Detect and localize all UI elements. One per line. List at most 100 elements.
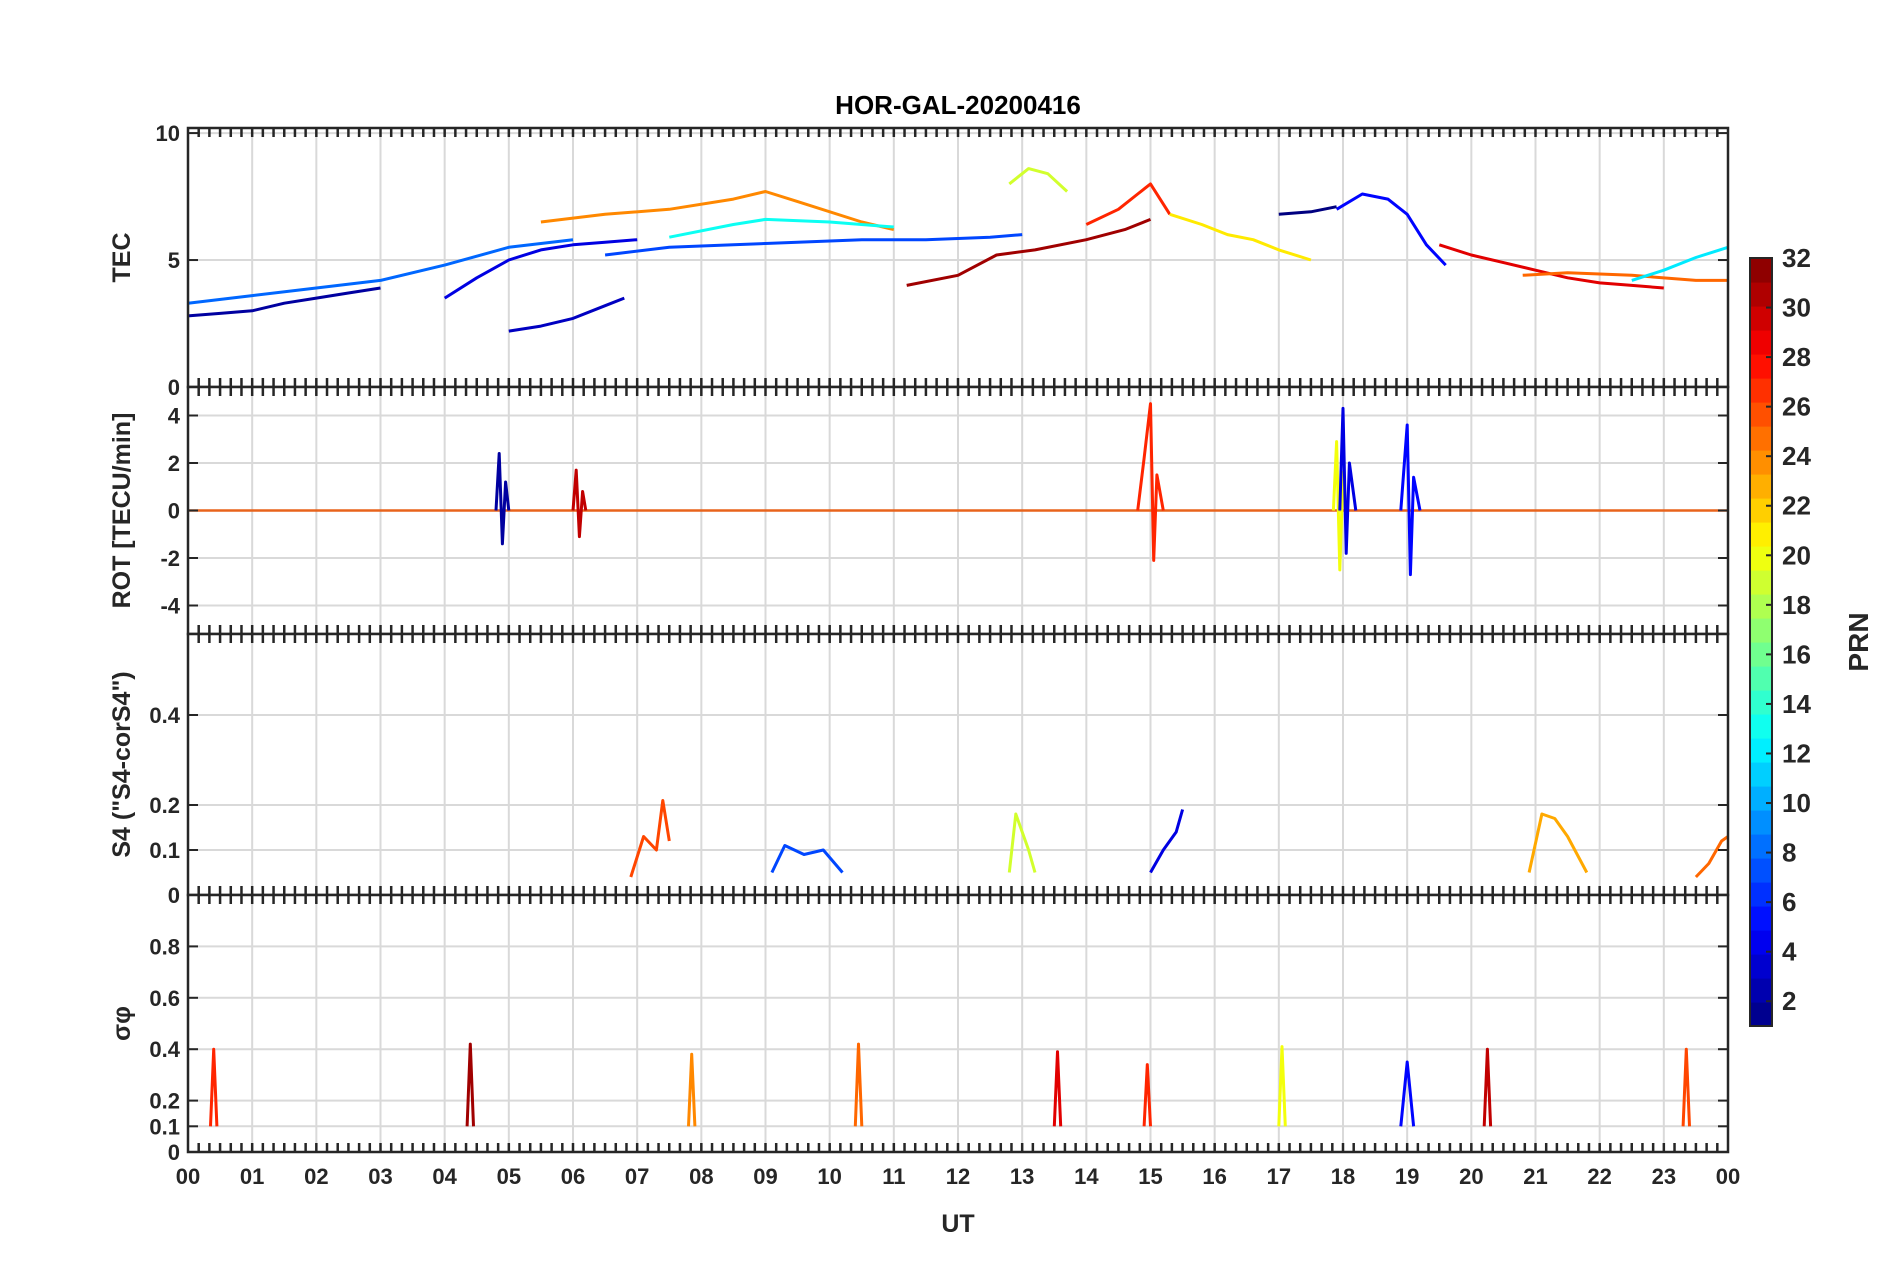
colorbar-segment xyxy=(1750,594,1772,619)
y-axis-label-sigphi: σφ xyxy=(108,1006,136,1041)
series-line-prn-25 xyxy=(853,1042,864,1127)
series-line-prn-25 xyxy=(1522,271,1728,282)
series-line-prn-23 xyxy=(1527,812,1589,874)
x-tick-label: 17 xyxy=(1267,1164,1291,1189)
y-tick-label: 4 xyxy=(168,404,181,429)
colorbar-segment xyxy=(1750,450,1772,475)
y-tick-label: 2 xyxy=(168,451,180,476)
series-line-prn-31 xyxy=(465,1042,475,1127)
x-tick-label: 02 xyxy=(304,1164,328,1189)
colorbar-segment xyxy=(1750,1002,1772,1027)
colorbar-segment xyxy=(1750,570,1772,595)
y-tick-label: -2 xyxy=(160,546,180,571)
x-tick-label: 09 xyxy=(753,1164,777,1189)
series-line-prn-27 xyxy=(1136,402,1165,562)
panel-s4: 0 0.1 0.2 0.4 S4 ("S4-corS4") xyxy=(108,632,1730,908)
series-line-prn-27 xyxy=(1085,182,1172,226)
series-line-prn-26 xyxy=(629,799,671,878)
x-tick-label: 12 xyxy=(946,1164,970,1189)
series-line-prn-30 xyxy=(1482,1047,1493,1127)
panel-rot: -4 -2 0 2 4 ROT [TECU/min] xyxy=(108,385,1730,636)
x-tick-label: 11 xyxy=(882,1164,905,1189)
colorbar-segment xyxy=(1750,810,1772,835)
colorbar-label: PRN xyxy=(1843,612,1874,671)
colorbar-tick-label: 8 xyxy=(1782,838,1796,868)
x-tick-label: 23 xyxy=(1652,1164,1676,1189)
y-tick-label: 0.2 xyxy=(149,1089,180,1114)
colorbar-tick-label: 24 xyxy=(1782,441,1811,471)
y-tick-label: 10 xyxy=(156,121,180,146)
colorbar-segment xyxy=(1750,282,1772,307)
x-tick-label: 05 xyxy=(497,1164,521,1189)
y-axis-label-rot: ROT [TECU/min] xyxy=(108,413,136,609)
x-tick-label: 00 xyxy=(176,1164,200,1189)
colorbar-tick-label: 14 xyxy=(1782,689,1811,719)
colorbar-tick-label: 6 xyxy=(1782,887,1796,917)
y-tick-label: 0.1 xyxy=(149,1114,180,1139)
colorbar-segment xyxy=(1750,690,1772,715)
y-tick-label: -4 xyxy=(160,594,180,619)
series-line-prn-30 xyxy=(571,468,588,539)
x-tick-label: 21 xyxy=(1523,1164,1547,1189)
colorbar-segment xyxy=(1750,930,1772,955)
colorbar-segment xyxy=(1750,714,1772,739)
colorbar-tick-label: 26 xyxy=(1782,392,1811,422)
y-tick-label: 0 xyxy=(168,883,180,908)
series-line-prn-2 xyxy=(187,286,381,318)
colorbar-segment xyxy=(1750,402,1772,427)
x-tick-label: 06 xyxy=(561,1164,585,1189)
y-tick-label: 0.8 xyxy=(149,934,180,959)
colorbar-segment xyxy=(1750,378,1772,403)
x-tick-label: 10 xyxy=(817,1164,841,1189)
colorbar-tick-label: 12 xyxy=(1782,738,1811,768)
series-line-prn-5 xyxy=(1399,423,1422,577)
colorbar-segment xyxy=(1750,642,1772,667)
colorbar-tick-label: 32 xyxy=(1782,243,1811,273)
colorbar-segment xyxy=(1750,906,1772,931)
x-tick-label: 18 xyxy=(1331,1164,1355,1189)
colorbar-segment xyxy=(1750,978,1772,1003)
series-line-prn-31 xyxy=(906,218,1152,287)
x-tick-label: 14 xyxy=(1074,1164,1099,1189)
colorbar-segment xyxy=(1750,738,1772,763)
x-tick-label: 01 xyxy=(240,1164,264,1189)
x-tick-label: 03 xyxy=(368,1164,392,1189)
colorbar-segment xyxy=(1750,666,1772,691)
y-tick-label: 0 xyxy=(168,1140,180,1165)
series-line-prn-3 xyxy=(508,296,625,333)
x-tick-label: 08 xyxy=(689,1164,713,1189)
series-line-prn-19 xyxy=(1007,812,1037,873)
colorbar-tick-label: 10 xyxy=(1782,788,1811,818)
colorbar-segment xyxy=(1750,426,1772,451)
series-line-prn-24 xyxy=(540,190,895,232)
x-tick-label: 07 xyxy=(625,1164,649,1189)
y-tick-label: 0.4 xyxy=(149,703,180,728)
series-line-prn-4 xyxy=(1338,406,1358,555)
series-line-prn-4 xyxy=(1149,809,1185,874)
y-tick-label: 0.1 xyxy=(149,838,180,863)
x-tick-label: 16 xyxy=(1202,1164,1226,1189)
x-tick-label: 15 xyxy=(1138,1164,1162,1189)
colorbar-tick-label: 22 xyxy=(1782,491,1811,521)
colorbar-segment xyxy=(1750,474,1772,499)
colorbar-tick-label: 28 xyxy=(1782,342,1811,372)
colorbar-tick-label: 2 xyxy=(1782,986,1796,1016)
series-line-prn-2 xyxy=(494,452,511,546)
y-tick-label: 0 xyxy=(168,499,180,524)
colorbar-tick-label: 20 xyxy=(1782,540,1811,570)
colorbar-segment xyxy=(1750,498,1772,523)
chart-title: HOR-GAL-20200416 xyxy=(835,90,1081,120)
colorbar-segment xyxy=(1750,258,1772,283)
x-tick-label: 22 xyxy=(1587,1164,1611,1189)
series-line-prn-19 xyxy=(1008,167,1069,193)
series-line-prn-20 xyxy=(1277,1045,1287,1127)
colorbar-segment xyxy=(1750,546,1772,571)
colorbar-segment xyxy=(1750,786,1772,811)
x-tick-label: 19 xyxy=(1395,1164,1419,1189)
colorbar-segment xyxy=(1750,330,1772,355)
y-axis-label-s4: S4 ("S4-corS4") xyxy=(108,671,136,857)
series-line-prn-8 xyxy=(187,238,574,305)
